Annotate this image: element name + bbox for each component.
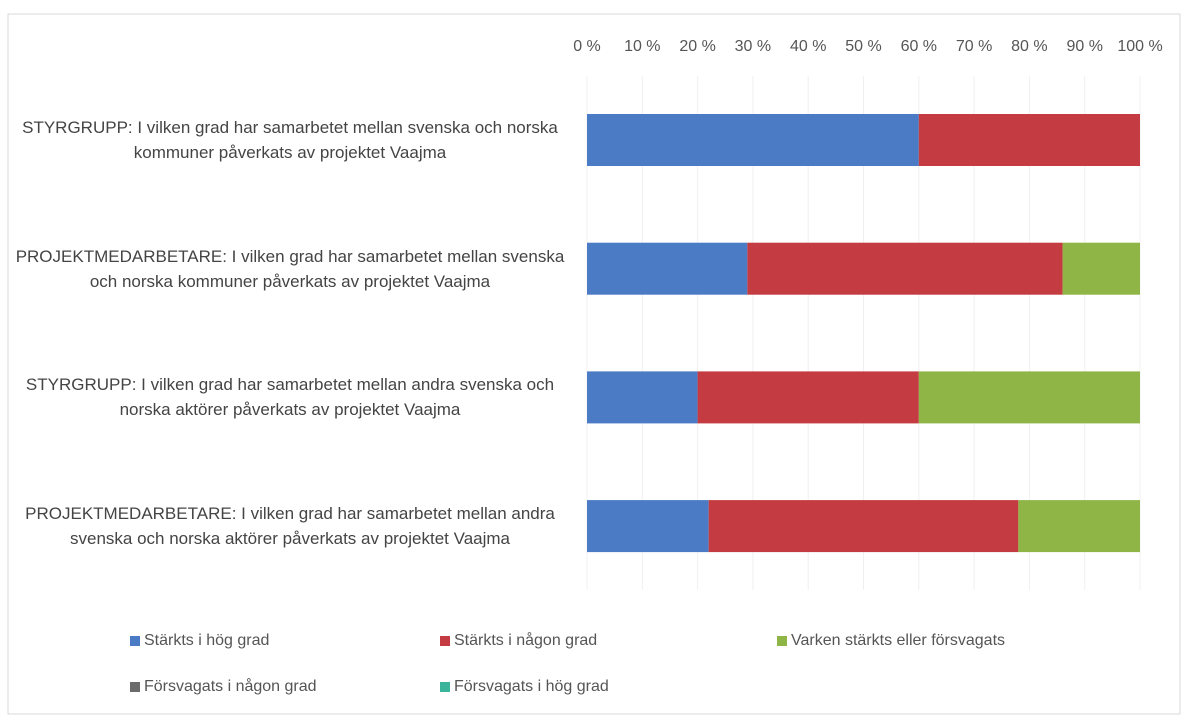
- chart-border: [7, 13, 1181, 715]
- bar-segment: [587, 114, 919, 166]
- x-tick-label: 30 %: [735, 38, 771, 55]
- legend-swatch: [130, 636, 140, 646]
- category-label: PROJEKTMEDARBETARE: I vilken grad har sa…: [15, 246, 565, 291]
- x-tick-label: 50 %: [845, 38, 881, 55]
- x-tick-label: 100 %: [1117, 38, 1162, 55]
- legend-label: Varken stärkts eller försvagats: [791, 632, 1005, 649]
- legend-swatch: [440, 682, 450, 692]
- category-label: PROJEKTMEDARBETARE: I vilken grad har sa…: [25, 504, 555, 549]
- legend-swatch: [440, 636, 450, 646]
- bar-segment: [587, 242, 748, 295]
- bar-segment: [708, 500, 1019, 553]
- bar-segment: [587, 371, 698, 424]
- legend-swatch: [130, 682, 140, 692]
- legend-label: Stärkts i någon grad: [454, 631, 597, 649]
- bar-segment: [697, 371, 919, 424]
- category-label: STYRGRUPP: I vilken grad har samarbetet …: [22, 118, 558, 162]
- legend-label: Försvagats i hög grad: [454, 678, 609, 695]
- x-tick-label: 70 %: [956, 38, 992, 55]
- legend-swatch: [777, 636, 787, 646]
- x-tick-label: 80 %: [1011, 38, 1047, 55]
- bar-segment: [918, 371, 1140, 424]
- bar-segment: [1062, 242, 1140, 295]
- x-tick-label: 0 %: [573, 38, 601, 55]
- legend-label: Försvagats i någon grad: [144, 677, 317, 695]
- bar-segment: [918, 114, 1140, 166]
- bar-segment: [1018, 500, 1140, 553]
- x-tick-label: 90 %: [1066, 38, 1102, 55]
- bar-segment: [587, 500, 709, 553]
- category-label: STYRGRUPP: I vilken grad har samarbetet …: [25, 375, 555, 420]
- legend-label: Stärkts i hög grad: [144, 632, 269, 649]
- x-tick-label: 40 %: [790, 38, 826, 55]
- x-tick-label: 20 %: [679, 38, 715, 55]
- x-tick-label: 60 %: [901, 38, 937, 55]
- x-tick-label: 10 %: [624, 38, 660, 55]
- bar-segment: [747, 242, 1063, 295]
